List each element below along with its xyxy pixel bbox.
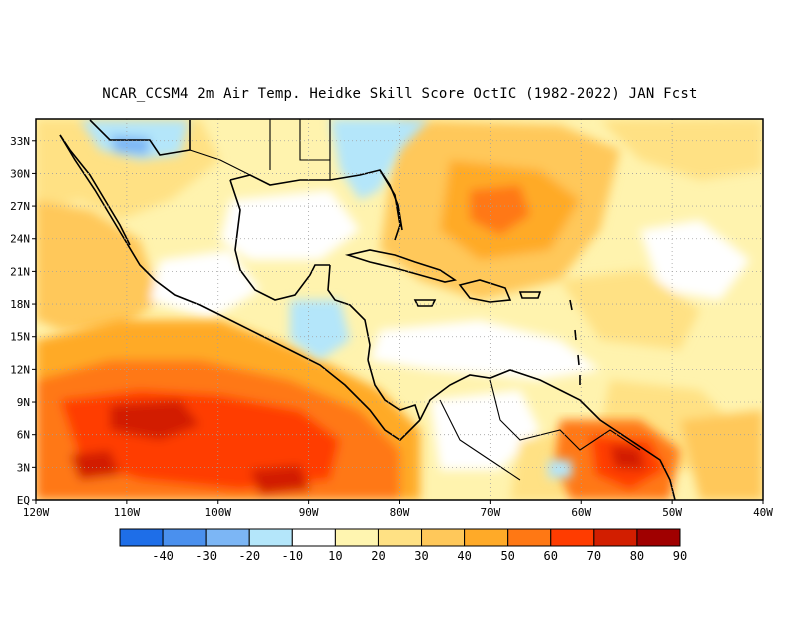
colorbar-label: 60 bbox=[544, 549, 558, 563]
lon-tick-label: 50W bbox=[662, 506, 682, 519]
colorbar-swatch bbox=[464, 528, 509, 547]
lat-tick-label: 21N bbox=[10, 265, 30, 278]
colorbar-label: -10 bbox=[281, 549, 303, 563]
colorbar-label: 30 bbox=[414, 549, 428, 563]
lat-tick-label: 9N bbox=[17, 396, 30, 409]
colorbar-swatch bbox=[334, 528, 379, 547]
country-borders bbox=[189, 119, 641, 481]
colorbar-swatch bbox=[507, 528, 552, 547]
lat-tick-label: 18N bbox=[10, 298, 30, 311]
lat-tick-label: 27N bbox=[10, 200, 30, 213]
colorbar-swatch bbox=[205, 528, 250, 547]
colorbar-label: 20 bbox=[371, 549, 385, 563]
colorbar-label: 90 bbox=[673, 549, 687, 563]
colorbar-label: 80 bbox=[630, 549, 644, 563]
lat-tick-label: 24N bbox=[10, 233, 30, 246]
lat-tick-label: EQ bbox=[17, 494, 30, 507]
lon-tick-label: 40W bbox=[753, 506, 773, 519]
colorbar-swatch bbox=[421, 528, 466, 547]
skill-field bbox=[36, 119, 763, 500]
lat-tick-label: 12N bbox=[10, 363, 30, 376]
colorbar-swatch bbox=[119, 528, 164, 547]
colorbar-label: 50 bbox=[500, 549, 514, 563]
lon-tick-label: 120W bbox=[23, 506, 50, 519]
colorbar-label: -30 bbox=[195, 549, 217, 563]
colorbar-swatch bbox=[550, 528, 595, 547]
colorbar-label: 70 bbox=[587, 549, 601, 563]
lon-tick-label: 90W bbox=[299, 506, 319, 519]
colorbar-swatch bbox=[291, 528, 336, 547]
latitude-axis: EQ 3N 6N 9N 12N 15N 18N 21N 24N 27N 30N 33N bbox=[10, 135, 36, 507]
colorbar-swatch bbox=[593, 528, 638, 547]
lon-tick-label: 80W bbox=[390, 506, 410, 519]
lat-tick-label: 6N bbox=[17, 429, 30, 442]
lat-tick-label: 3N bbox=[17, 461, 30, 474]
lon-tick-label: 70W bbox=[480, 506, 500, 519]
longitude-axis: 120W 110W 100W 90W 80W 70W 60W 50W 40W bbox=[23, 500, 773, 519]
colorbar-swatch bbox=[162, 528, 207, 547]
colorbar-label: 10 bbox=[328, 549, 342, 563]
lon-tick-label: 110W bbox=[114, 506, 141, 519]
colorbar-swatch bbox=[636, 528, 681, 547]
colorbar-label: 40 bbox=[457, 549, 471, 563]
colorbar-swatch bbox=[248, 528, 293, 547]
lat-tick-label: 15N bbox=[10, 331, 30, 344]
lat-tick-label: 33N bbox=[10, 135, 30, 148]
colorbar-swatch bbox=[377, 528, 423, 547]
coastlines bbox=[59, 119, 676, 500]
map-title: NCAR_CCSM4 2m Air Temp. Heidke Skill Sco… bbox=[102, 86, 698, 102]
colorbar-label: -40 bbox=[152, 549, 174, 563]
colorbar: -40 -30 -20 -10 10 20 30 40 50 60 70 80 90 bbox=[119, 528, 687, 563]
lon-tick-label: 60W bbox=[571, 506, 591, 519]
lat-tick-label: 30N bbox=[10, 167, 30, 180]
colorbar-label: -20 bbox=[238, 549, 260, 563]
lon-tick-label: 100W bbox=[205, 506, 232, 519]
